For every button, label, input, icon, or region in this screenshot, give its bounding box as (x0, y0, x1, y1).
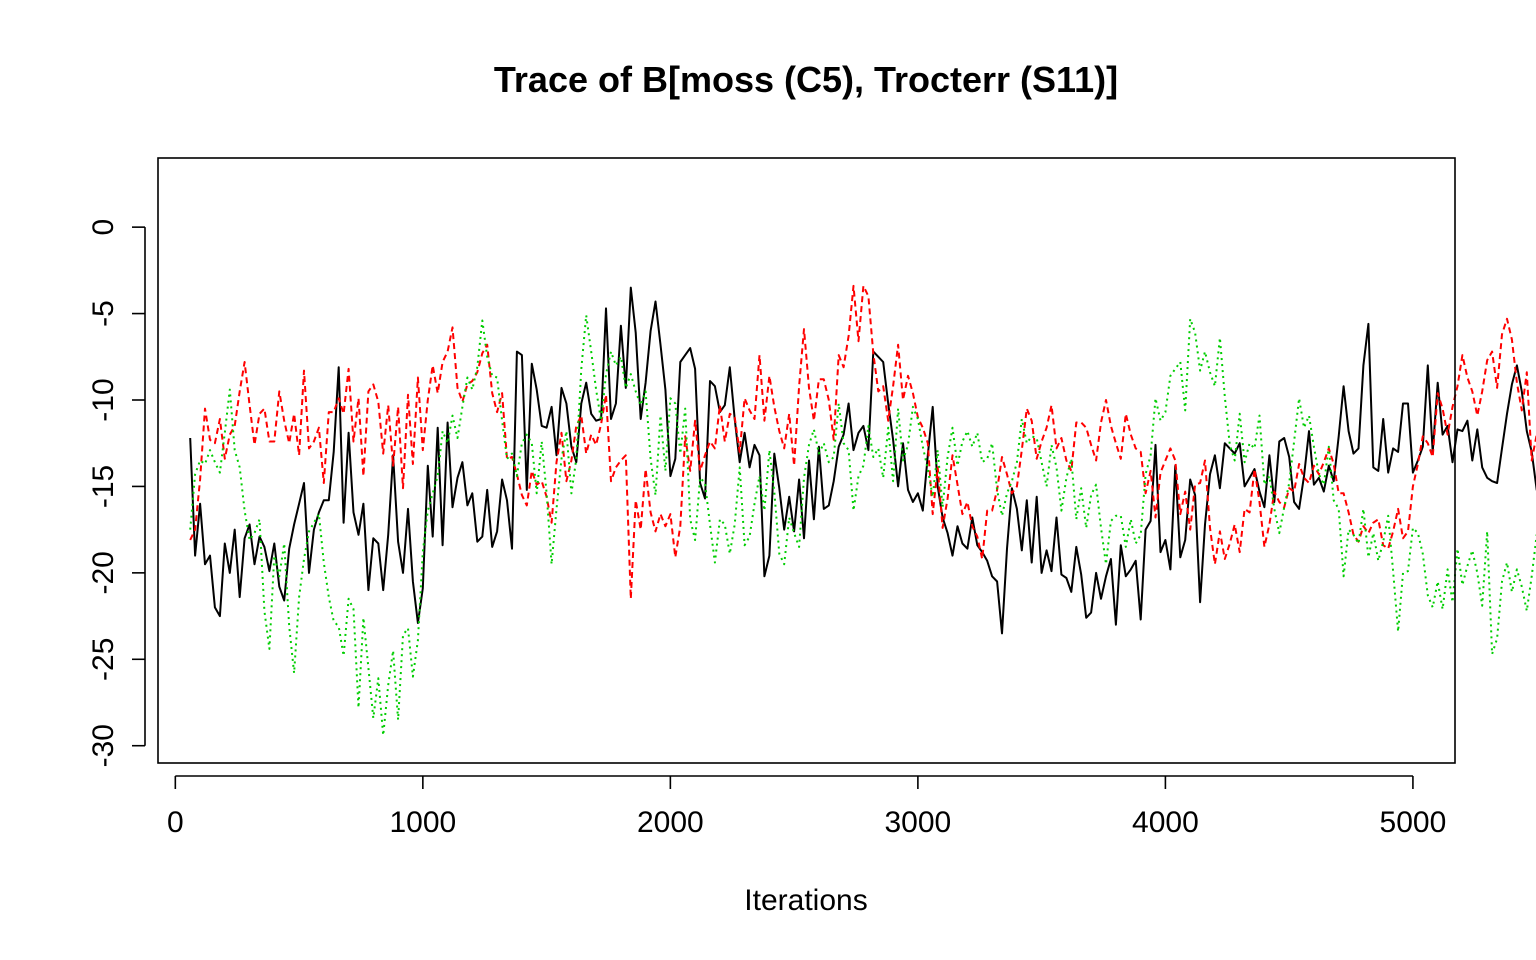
y-tick-label: -15 (87, 465, 120, 508)
x-tick-label: 0 (167, 806, 184, 839)
series-line-1 (189, 286, 1536, 635)
x-tick-label: 4000 (1132, 806, 1199, 839)
y-axis: 0 -5 -10 -15 -20 -25 -30 (87, 219, 146, 767)
series-line-2 (189, 284, 1536, 600)
series-layer (189, 284, 1536, 737)
x-axis: 0 1000 2000 3000 4000 5000 (167, 775, 1447, 839)
x-tick-label: 3000 (885, 806, 952, 839)
y-tick-label: -10 (87, 378, 120, 421)
y-tick-label: 0 (87, 219, 120, 236)
y-tick-label: -25 (87, 638, 120, 681)
y-tick-label: -20 (87, 551, 120, 594)
series-line-3 (189, 314, 1536, 737)
y-tick-label: -5 (87, 300, 120, 327)
x-axis-label: Iterations (744, 884, 867, 917)
x-tick-label: 5000 (1380, 806, 1447, 839)
x-tick-label: 2000 (637, 806, 704, 839)
chart-title: Trace of B[moss (C5), Trocterr (S11)] (494, 59, 1118, 100)
y-tick-label: -30 (87, 724, 120, 767)
x-tick-label: 1000 (389, 806, 456, 839)
plot-frame (157, 157, 1456, 764)
